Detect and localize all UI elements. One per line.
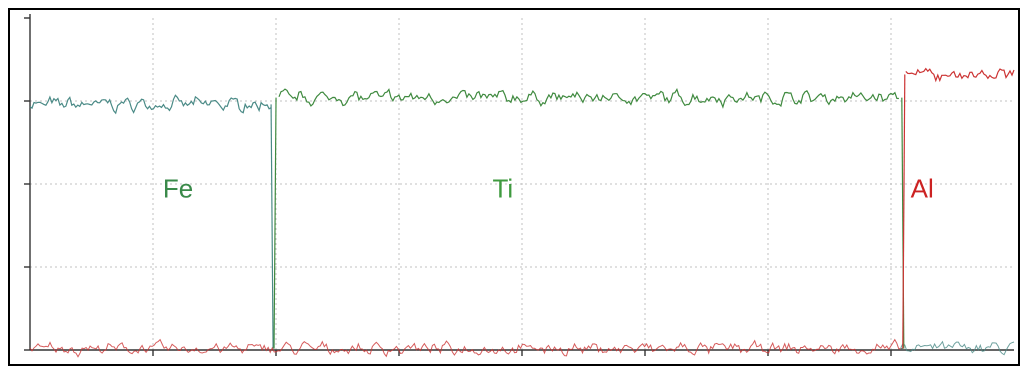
series-0 [29,94,1015,356]
chart-frame: Fe Ti Al [8,8,1020,366]
series-transition [902,74,906,349]
series-1 [273,87,905,349]
series-lines [29,67,1015,358]
series-line [29,94,272,115]
annotations: Fe Ti Al [163,173,934,203]
series-transition [273,97,277,349]
axes [24,14,1014,356]
series-line [905,67,1015,83]
series-2 [29,67,1015,358]
series-baseline [900,340,1015,356]
series-line [278,87,899,109]
label-al: Al [911,173,934,203]
grid [30,18,1014,350]
label-fe: Fe [163,173,193,203]
series-baseline [29,338,901,358]
series-transition [270,104,274,349]
label-ti: Ti [492,173,513,203]
line-chart: Fe Ti Al [24,14,1015,358]
